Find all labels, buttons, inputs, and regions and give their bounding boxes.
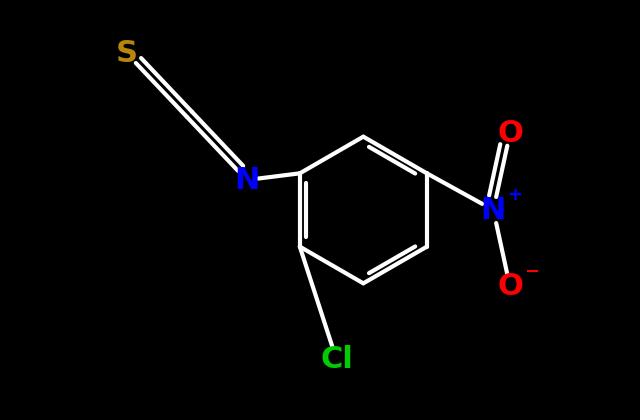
- Text: O: O: [497, 119, 523, 148]
- Text: −: −: [524, 262, 540, 281]
- Text: N: N: [234, 165, 259, 194]
- Text: Cl: Cl: [320, 346, 353, 375]
- Text: S: S: [116, 39, 138, 68]
- Text: N: N: [481, 195, 506, 225]
- Text: O: O: [497, 272, 523, 301]
- Text: +: +: [508, 186, 522, 204]
